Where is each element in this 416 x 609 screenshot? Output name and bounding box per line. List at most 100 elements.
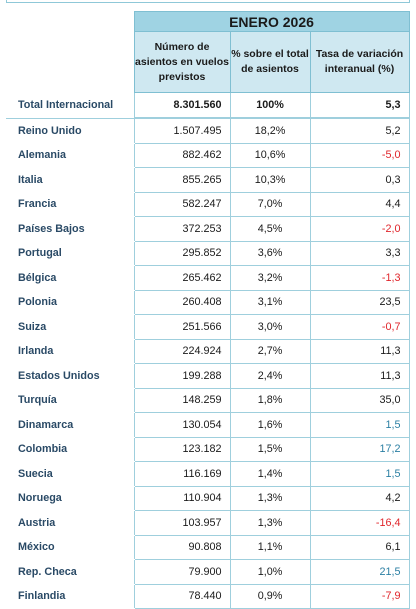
variation-column-header: Tasa de variación interanual (%) (309, 31, 410, 93)
country-name: Portugal (6, 241, 134, 266)
corner-blank-2 (6, 32, 134, 93)
country-name: Francia (6, 192, 134, 217)
variation-value: 3,3 (309, 240, 410, 266)
seats-value: 110.904 (133, 485, 231, 511)
share-value: 10,6% (229, 142, 311, 168)
share-value: 18,2% (229, 117, 311, 144)
share-value: 1,0% (229, 559, 311, 585)
variation-value: -2,0 (309, 216, 410, 242)
country-name: México (6, 535, 134, 560)
variation-value: -7,9 (309, 583, 410, 609)
total-row: Total Internacional 8.301.560 100% 5,3 (6, 92, 410, 119)
share-value: 1,1% (229, 534, 311, 560)
total-seats: 8.301.560 (133, 92, 231, 119)
country-name: Alemania (6, 143, 134, 168)
share-value: 7,0% (229, 191, 311, 217)
country-name: Suiza (6, 314, 134, 340)
variation-value: -1,3 (309, 265, 410, 291)
table-row: México 90.808 1,1% 6,1 (6, 534, 410, 560)
country-name: Polonia (6, 290, 134, 315)
country-name: Suecia (6, 461, 134, 487)
seats-value: 582.247 (133, 191, 231, 217)
seats-column-header: Número de asientos en vuelos previstos (133, 31, 231, 93)
seats-value: 116.169 (133, 461, 231, 487)
seats-value: 103.957 (133, 510, 231, 536)
country-name: Italia (6, 167, 134, 193)
total-variation: 5,3 (309, 92, 410, 119)
country-name: Bélgica (6, 265, 134, 291)
variation-value: 0,3 (309, 167, 410, 193)
variation-value: -0,7 (309, 314, 410, 340)
country-name: Noruega (6, 486, 134, 511)
country-name: Austria (6, 510, 134, 536)
seats-value: 199.288 (133, 363, 231, 389)
variation-value: 21,5 (309, 559, 410, 585)
variation-value: -5,0 (309, 142, 410, 168)
seats-value: 90.808 (133, 534, 231, 560)
table-body: Total Internacional 8.301.560 100% 5,3 R… (6, 92, 410, 609)
share-value: 1,8% (229, 387, 311, 413)
share-value: 3,0% (229, 314, 311, 340)
seats-table: ENERO 2026 Número de asientos en vuelos … (6, 11, 410, 609)
variation-value: 23,5 (309, 289, 410, 315)
table-row: Suiza 251.566 3,0% -0,7 (6, 314, 410, 340)
table-row: Suecia 116.169 1,4% 1,5 (6, 461, 410, 487)
country-name: Países Bajos (6, 216, 134, 242)
share-value: 3,6% (229, 240, 311, 266)
table-row: Polonia 260.408 3,1% 23,5 (6, 289, 410, 315)
seats-value: 130.054 (133, 412, 231, 438)
table-row: Rep. Checa 79.900 1,0% 21,5 (6, 559, 410, 585)
share-value: 1,3% (229, 485, 311, 511)
share-value: 2,7% (229, 338, 311, 364)
seats-value: 1.507.495 (133, 117, 231, 144)
share-value: 0,9% (229, 583, 311, 609)
variation-value: 17,2 (309, 436, 410, 462)
variation-value: -16,4 (309, 510, 410, 536)
previous-table-border (6, 0, 410, 3)
seats-value: 79.900 (133, 559, 231, 585)
seats-value: 260.408 (133, 289, 231, 315)
seats-value: 148.259 (133, 387, 231, 413)
variation-value: 4,4 (309, 191, 410, 217)
seats-value: 372.253 (133, 216, 231, 242)
table-row: Irlanda 224.924 2,7% 11,3 (6, 338, 410, 364)
seats-value: 78.440 (133, 583, 231, 609)
country-name: Colombia (6, 437, 134, 462)
variation-value: 1,5 (309, 461, 410, 487)
table-row: Bélgica 265.462 3,2% -1,3 (6, 265, 410, 291)
variation-value: 4,2 (309, 485, 410, 511)
corner-blank (6, 12, 134, 32)
share-value: 1,4% (229, 461, 311, 487)
share-column-header: % sobre el total de asientos (229, 31, 311, 93)
country-name: Irlanda (6, 339, 134, 364)
country-name: Estados Unidos (6, 363, 134, 389)
share-value: 2,4% (229, 363, 311, 389)
share-value: 3,2% (229, 265, 311, 291)
table-row: Noruega 110.904 1,3% 4,2 (6, 485, 410, 511)
table-row: Colombia 123.182 1,5% 17,2 (6, 436, 410, 462)
seats-value: 251.566 (133, 314, 231, 340)
total-label: Total Internacional (6, 92, 134, 119)
table-row: Turquía 148.259 1,8% 35,0 (6, 387, 410, 413)
seats-value: 123.182 (133, 436, 231, 462)
share-value: 4,5% (229, 216, 311, 242)
share-value: 1,5% (229, 436, 311, 462)
table-row: Estados Unidos 199.288 2,4% 11,3 (6, 363, 410, 389)
share-value: 3,1% (229, 289, 311, 315)
country-name: Rep. Checa (6, 559, 134, 585)
country-name: Turquía (6, 388, 134, 413)
seats-value: 265.462 (133, 265, 231, 291)
variation-value: 1,5 (309, 412, 410, 438)
table-row: Portugal 295.852 3,6% 3,3 (6, 240, 410, 266)
variation-value: 11,3 (309, 363, 410, 389)
share-value: 1,3% (229, 510, 311, 536)
seats-value: 295.852 (133, 240, 231, 266)
seats-value: 855.265 (133, 167, 231, 193)
table-row: Países Bajos 372.253 4,5% -2,0 (6, 216, 410, 242)
variation-value: 5,2 (309, 117, 410, 144)
country-name: Finlandia (6, 584, 134, 609)
seats-value: 882.462 (133, 142, 231, 168)
table-row: Alemania 882.462 10,6% -5,0 (6, 142, 410, 168)
table-row: Finlandia 78.440 0,9% -7,9 (6, 583, 410, 609)
table-row: Francia 582.247 7,0% 4,4 (6, 191, 410, 217)
